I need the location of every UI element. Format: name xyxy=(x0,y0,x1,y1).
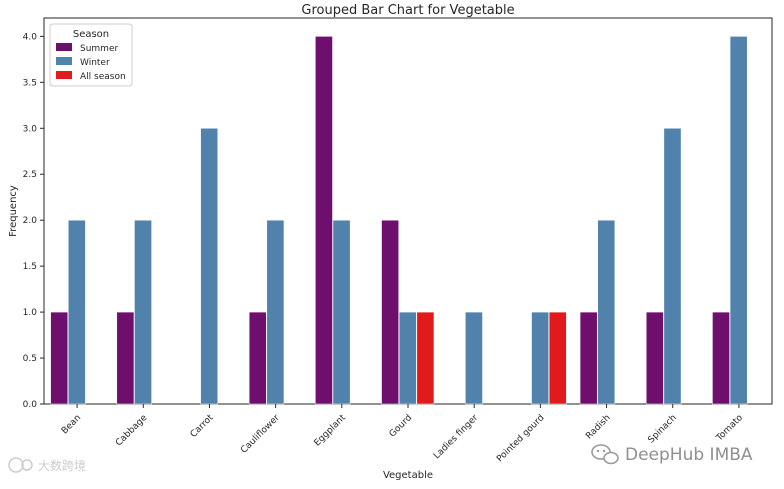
watermark-left-text: 大数跨境 xyxy=(38,458,86,473)
x-tick-label: Radish xyxy=(584,413,612,441)
watermark-right-text: DeepHub IMBA xyxy=(625,445,753,465)
bar-winter-bean xyxy=(68,219,86,405)
legend-box xyxy=(49,23,133,87)
x-tick-label: Gourd xyxy=(388,413,414,439)
bar-winter-cauliflower xyxy=(266,219,285,405)
x-tick-label: Carrot xyxy=(189,413,216,440)
y-tick-label: 0.0 xyxy=(23,400,38,410)
bar-winter-cabbage xyxy=(134,219,152,405)
legend-title: Season xyxy=(73,29,109,40)
bar-winter-spinach xyxy=(663,128,682,405)
bar-winter-carrot xyxy=(200,128,219,405)
bar-summer-cauliflower xyxy=(248,311,267,405)
y-tick-label: 2.5 xyxy=(23,170,37,180)
x-tick-label: Cabbage xyxy=(114,413,150,449)
legend-label: Summer xyxy=(80,44,118,54)
legend-swatch-all-season xyxy=(56,71,72,79)
bar-winter-pointed-gourd xyxy=(531,311,549,405)
x-tick-label: Pointed gourd xyxy=(495,413,546,464)
y-axis: 0.0 0.5 1.0 1.5 2.0 2.5 3.0 3.5 4.0 xyxy=(23,32,44,410)
bar-winter-gourd xyxy=(398,311,417,405)
y-tick-label: 1.0 xyxy=(23,308,38,318)
watermark-left: 大数跨境 xyxy=(8,457,86,473)
y-tick-label: 1.5 xyxy=(23,262,37,272)
chart-title: Grouped Bar Chart for Vegetable xyxy=(301,3,514,18)
x-tick-label: Ladies finger xyxy=(432,413,480,461)
bar-all-season-gourd xyxy=(416,311,435,405)
x-tick-label: Spinach xyxy=(646,413,678,445)
x-axis-label: Vegetable xyxy=(383,470,433,481)
wechat-icon xyxy=(591,444,619,465)
legend: Season Summer Winter All season xyxy=(49,23,133,87)
x-tick-label: Bean xyxy=(60,413,83,436)
legend-label: All season xyxy=(80,72,126,82)
bar-summer-eggplant xyxy=(315,36,333,405)
legend-entries: Summer Winter All season xyxy=(56,43,126,82)
x-tick-label: Eggplant xyxy=(313,413,349,449)
legend-swatch-winter xyxy=(56,57,72,65)
bar-winter-eggplant xyxy=(332,219,351,405)
bar-summer-cabbage xyxy=(116,311,135,405)
bar-all-season-pointed-gourd xyxy=(548,311,567,405)
bar-summer-spinach xyxy=(646,311,664,405)
bar-summer-radish xyxy=(579,311,598,405)
bar-winter-radish xyxy=(597,219,616,405)
y-tick-label: 4.0 xyxy=(23,32,38,42)
legend-swatch-summer xyxy=(56,43,72,51)
y-tick-label: 2.0 xyxy=(23,216,38,226)
y-axis-label: Frequency xyxy=(8,185,19,237)
bar-summer-tomato xyxy=(712,311,730,405)
bar-winter-tomato xyxy=(729,36,748,405)
watermark-right: DeepHub IMBA xyxy=(591,444,753,465)
bars-group xyxy=(50,36,748,405)
x-tick-label: Cauliflower xyxy=(239,413,282,456)
legend-label: Winter xyxy=(80,58,110,68)
watermark-logo-icon xyxy=(8,457,33,473)
bar-summer-gourd xyxy=(381,219,399,405)
bar-winter-ladies-finger xyxy=(465,311,483,405)
y-tick-label: 0.5 xyxy=(23,354,37,364)
y-tick-label: 3.0 xyxy=(23,124,38,134)
x-tick-label: Tomato xyxy=(714,413,745,444)
y-tick-label: 3.5 xyxy=(23,78,37,88)
bar-summer-bean xyxy=(50,311,69,405)
